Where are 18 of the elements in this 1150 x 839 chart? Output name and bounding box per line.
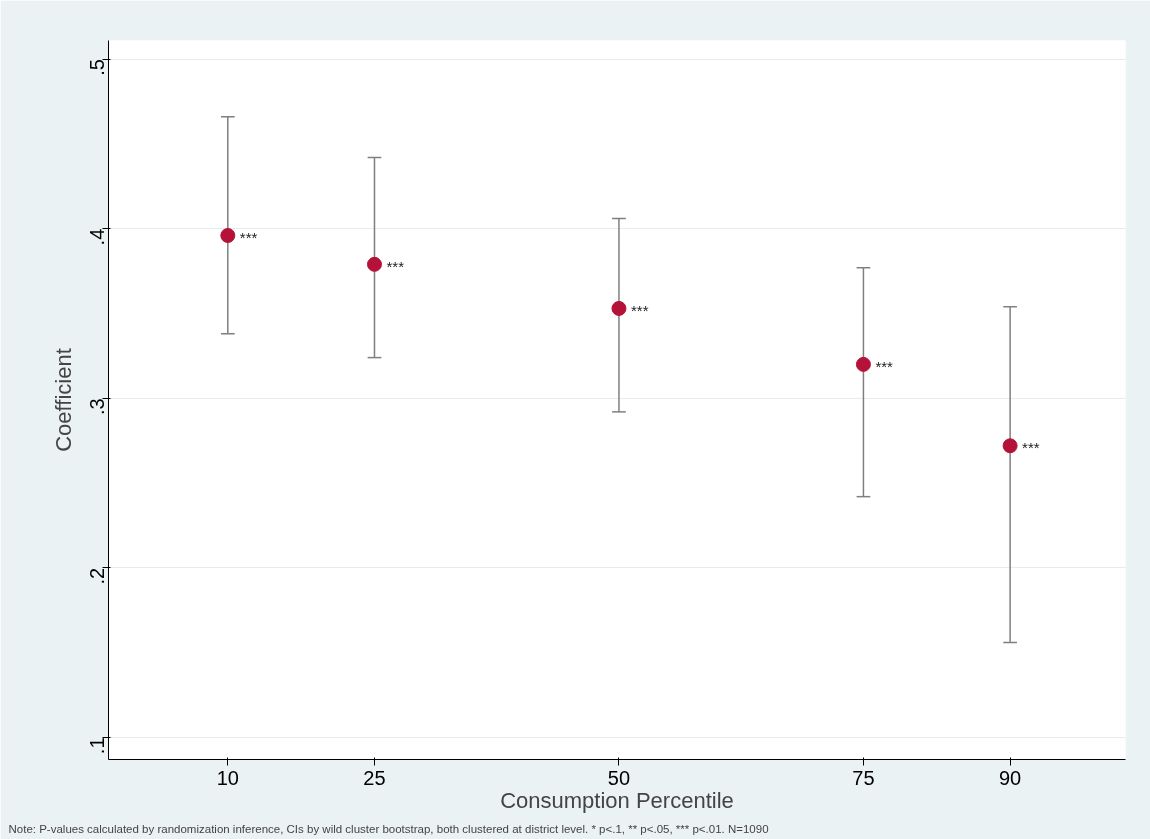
annotation: *** [239, 229, 258, 247]
text: Note: P-values calculated by randomization inference, CIs by wild cluster bootstrap, both clustered at district level. * p<.1, ** p<.05, *** p<.01. N=1090 [8, 822, 769, 835]
annotation: *** [875, 357, 894, 375]
annotation: *** [1022, 439, 1040, 457]
annotation: *** [630, 301, 649, 319]
x-tick-label: 25 [363, 766, 386, 789]
x-tick-label: 75 [852, 766, 875, 789]
y-tick-label: .1 [86, 737, 109, 755]
y-tick-label: .3 [86, 398, 109, 415]
x-tick-label: 90 [998, 766, 1022, 789]
x-tick-label: 10 [216, 766, 239, 789]
x-axis-title: Consumption Percentile [500, 787, 734, 813]
x-tick-label: 50 [607, 766, 631, 789]
y-tick-label: .5 [86, 59, 109, 76]
y-axis-title: Coefficient [50, 348, 76, 452]
y-tick-label: .4 [86, 228, 109, 246]
annotation: *** [386, 257, 405, 275]
y-tick-label: .2 [86, 567, 109, 585]
